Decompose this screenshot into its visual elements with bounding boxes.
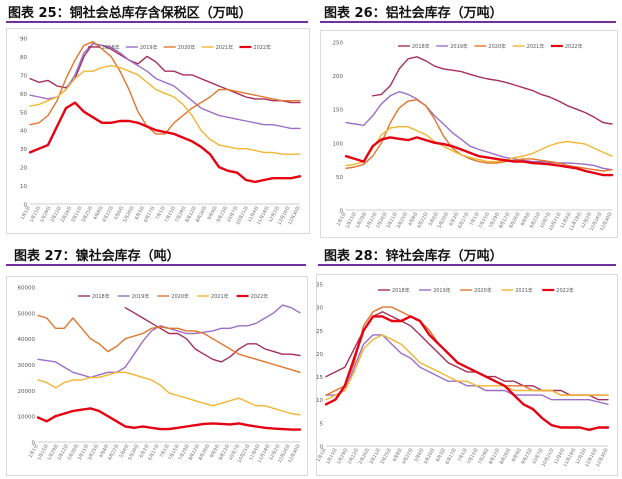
series-line-2022年 [36, 407, 302, 431]
y-tick-label: 50 [336, 175, 343, 181]
caption-rule-copper [6, 21, 308, 23]
y-tick-label: 15 [316, 375, 323, 381]
y-tick-label: 10 [316, 398, 323, 404]
legend-label: 2022年 [253, 44, 271, 51]
caption-rule-aluminium [320, 21, 616, 23]
legend-label: 2020年 [488, 43, 506, 50]
legend-label: 2022年 [565, 43, 583, 50]
x-tick-label: 5月6日 [413, 447, 425, 463]
y-tick-label: 100 [333, 141, 344, 147]
series-line-2020年 [345, 99, 613, 172]
x-tick-label: 6月3日 [435, 447, 447, 463]
series-line-2022年 [324, 315, 610, 431]
y-tick-label: 60000 [18, 286, 36, 292]
y-tick-label: 80 [20, 55, 27, 61]
y-tick-label: 50000 [18, 311, 36, 317]
legend-label: 2018年 [392, 287, 410, 294]
legend-label: 2019年 [433, 287, 451, 294]
y-tick-label: 40000 [18, 337, 36, 343]
series-line-2019年 [325, 334, 609, 405]
y-tick-label: 60 [20, 92, 27, 98]
legend-label: 2021年 [515, 287, 533, 294]
legend-label: 2018年 [92, 293, 110, 300]
y-tick-label: 30 [316, 306, 323, 312]
caption-aluminium: 图表 26：铝社会库存（万吨） [324, 6, 503, 21]
series-line-2022年 [344, 136, 614, 177]
x-tick-label: 7月1日 [457, 447, 469, 463]
legend-label: 2022年 [251, 293, 269, 300]
caption-rule-nickel [6, 264, 306, 266]
y-tick-label: 30000 [18, 363, 36, 369]
chart-frame-zinc [316, 274, 618, 476]
legend-label: 2021年 [216, 44, 234, 51]
series-line-2018年 [124, 307, 301, 363]
series-line-2021年 [37, 371, 301, 416]
y-tick-label: 30 [20, 147, 27, 153]
y-tick-label: 90 [20, 37, 27, 43]
y-tick-label: 20000 [18, 389, 36, 395]
series-line-2022年 [28, 101, 302, 184]
series-line-2020年 [29, 41, 301, 135]
series-line-2021年 [29, 65, 301, 155]
legend-label: 2018年 [412, 43, 430, 50]
y-tick-label: 20 [20, 166, 27, 172]
x-tick-label: 1月1日 [316, 447, 328, 463]
caption-zinc: 图表 28：锌社会库存（万吨） [324, 249, 503, 264]
y-tick-label: 10 [20, 184, 27, 190]
legend-label: 2019年 [450, 43, 468, 50]
x-tick-label: 4月8日 [391, 447, 403, 463]
caption-nickel: 图表 27：镍社会库存（吨） [14, 249, 180, 264]
y-tick-label: 0 [340, 209, 344, 215]
series-line-2019年 [29, 42, 301, 130]
y-tick-label: 20 [316, 352, 323, 358]
chart-frame-nickel [6, 276, 308, 476]
y-tick-label: 50 [20, 110, 27, 116]
y-tick-label: 5 [320, 421, 324, 427]
y-tick-label: 250 [333, 41, 344, 47]
caption-rule-zinc [318, 264, 616, 266]
legend-label: 2019年 [140, 44, 158, 51]
series-line-2021年 [325, 334, 609, 401]
legend-label: 2018年 [102, 44, 120, 51]
chart-frame-aluminium [320, 30, 618, 238]
legend-label: 2020年 [178, 44, 196, 51]
y-tick-label: 150 [333, 108, 344, 114]
y-tick-label: 35 [316, 283, 323, 289]
y-tick-label: 25 [316, 329, 323, 335]
legend-label: 2022年 [556, 287, 574, 294]
y-tick-label: 0 [320, 445, 324, 451]
legend-label: 2019年 [132, 293, 150, 300]
x-tick-label: 9月9日 [511, 447, 523, 463]
legend-label: 2020年 [171, 293, 189, 300]
y-tick-label: 40 [20, 129, 27, 135]
y-tick-label: 0 [24, 203, 28, 209]
legend-label: 2021年 [527, 43, 545, 50]
y-tick-label: 10000 [18, 415, 36, 421]
legend-label: 2021年 [211, 293, 229, 300]
series-line-2021年 [345, 126, 613, 167]
caption-copper: 图表 25：铜社会总库存含保税区（万吨） [8, 6, 252, 21]
series-line-2020年 [37, 314, 301, 373]
series-line-2019年 [345, 91, 613, 171]
legend-label: 2020年 [474, 287, 492, 294]
y-tick-label: 0 [32, 441, 36, 447]
series-line-2018年 [371, 56, 613, 125]
y-tick-label: 200 [333, 74, 344, 80]
y-tick-label: 70 [20, 73, 27, 79]
